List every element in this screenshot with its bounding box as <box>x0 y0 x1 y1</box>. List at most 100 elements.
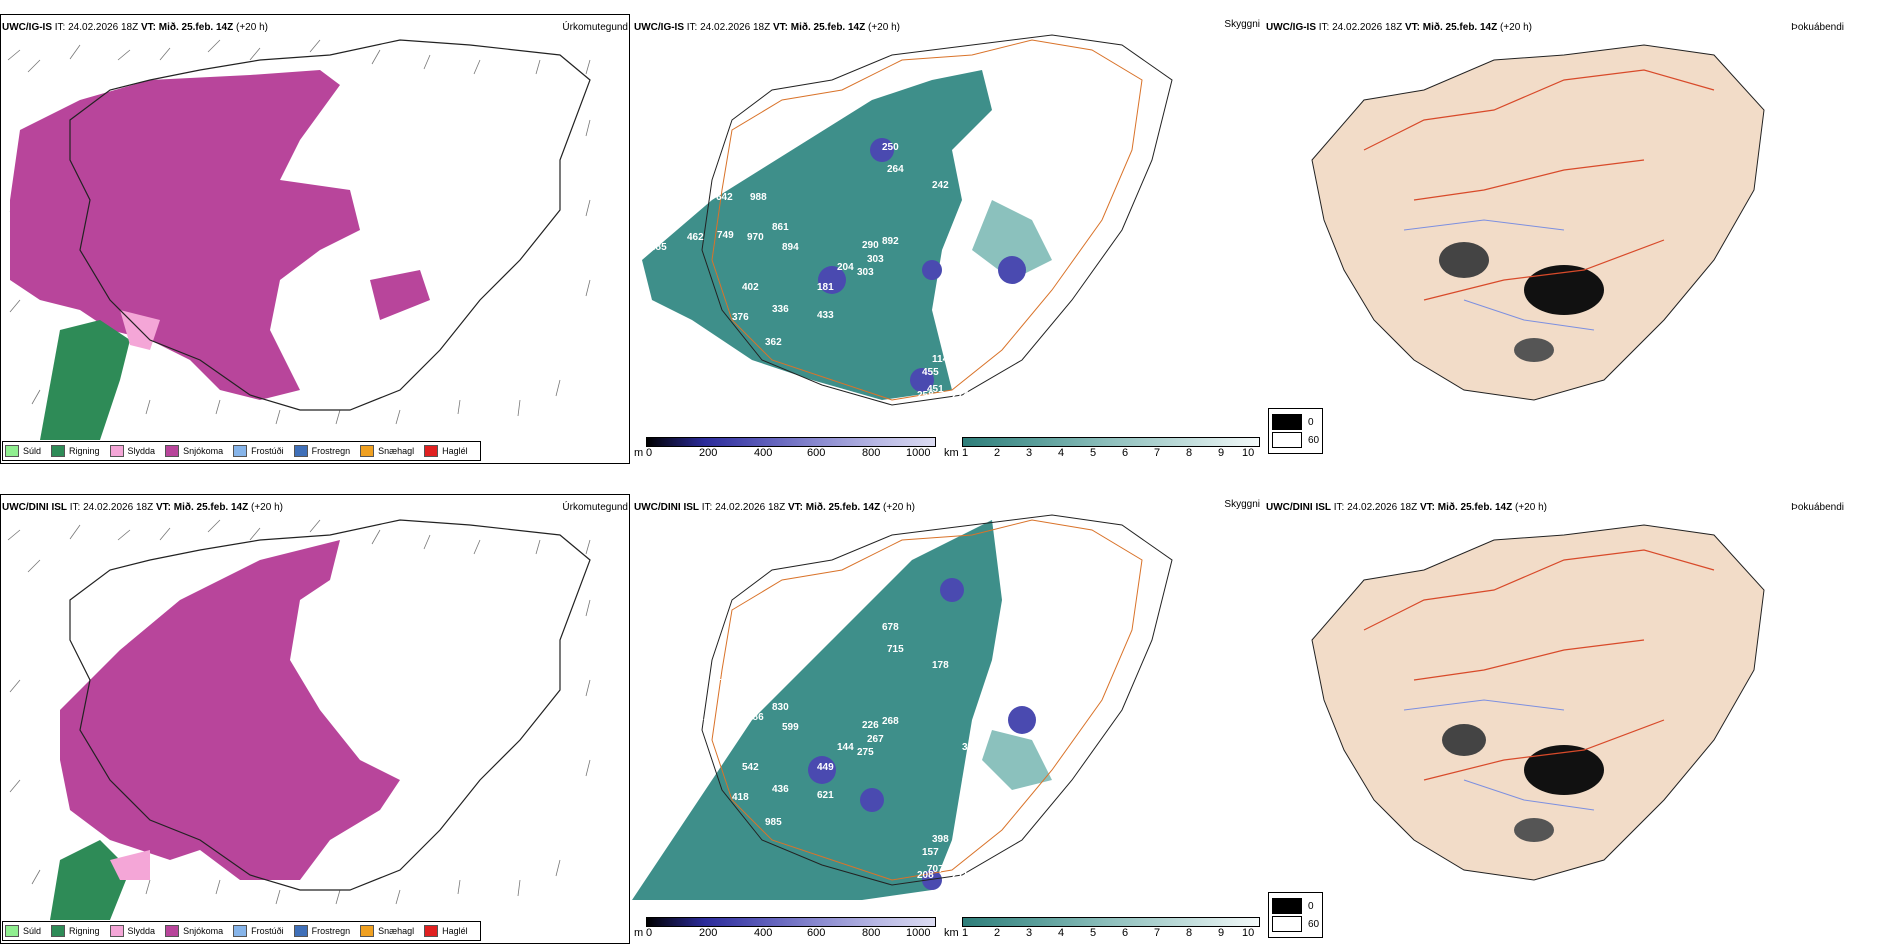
legend-item: Rigning <box>51 445 100 457</box>
cloud-base-label: 436 <box>772 784 789 795</box>
cloud-base-label: 678 <box>882 622 899 633</box>
sleet-area <box>110 850 150 880</box>
cloud-base-label: 164 <box>650 722 667 733</box>
cloud-base-label: 204 <box>837 262 854 273</box>
cloud-panel: 860 642 988 485 462 749 970 861 894 402 336 376 362 1… <box>632 0 1264 465</box>
legend-item: Frostúði <box>233 445 284 457</box>
cloud-base-label: 861 <box>772 222 789 233</box>
iceland-outline <box>701 34 1173 406</box>
fog-legend-item: 60 <box>1272 432 1319 448</box>
fog-legend-item: 0 <box>1272 414 1319 430</box>
cloud-base-label: 339 <box>962 742 979 753</box>
cloud-base-label: 894 <box>782 242 799 253</box>
legend-item: Snæhagl <box>360 445 414 457</box>
legend-item: Frostregn <box>293 445 350 457</box>
fog-patches <box>1439 242 1604 362</box>
rain-area <box>50 840 130 920</box>
cloud-base-label: 181 <box>817 282 834 293</box>
visibility-colorbar: km 1 2 3 4 5 6 7 8 9 10 <box>944 437 1262 459</box>
iceland-outline <box>69 39 591 411</box>
cloud-base-label: 264 <box>887 164 904 175</box>
snow-area <box>10 70 360 400</box>
rivers <box>1403 699 1595 811</box>
panel-title: UWC/DINI ISL IT: 24.02.2026 18Z VT: Mið.… <box>634 502 915 513</box>
panel-title: UWC/IG-IS IT: 24.02.2026 18Z VT: Mið. 25… <box>2 22 268 33</box>
cloud-base-label: 599 <box>782 722 799 733</box>
fog-legend-item: 0 <box>1272 898 1319 914</box>
cloud-base-label: 272 <box>687 712 704 723</box>
cloud-panel-label: Skyggni <box>1224 499 1260 510</box>
legend-item: Haglél <box>424 925 468 937</box>
legend-item: Snjókoma <box>165 925 223 937</box>
cloud-base-label: 988 <box>750 192 767 203</box>
cloud-map: 162 139 800 164 272 330 186 830 599 542 436 418 985 4… <box>632 514 1173 900</box>
cloud-base-label: 226 <box>862 720 879 731</box>
cloud-base-label: 376 <box>732 312 749 323</box>
cloud-base-label: 800 <box>750 672 767 683</box>
cloud-base-label: 402 <box>742 282 759 293</box>
cloud-base-label: 242 <box>932 180 949 191</box>
cloud-base-label: 336 <box>772 304 789 315</box>
cloud-base-label: 274 <box>952 390 969 401</box>
cloud-base-label: 970 <box>747 232 764 243</box>
ptype-map <box>7 519 591 920</box>
ptype-panel: UWC/DINI ISL IT: 24.02.2026 18Z VT: Mið.… <box>0 480 632 945</box>
cloud-base-label: 715 <box>887 644 904 655</box>
cloud-base-label: 114 <box>932 354 949 365</box>
ptype-map <box>7 39 591 440</box>
cloud-patches <box>808 578 1036 890</box>
legend-item: Frostúði <box>233 925 284 937</box>
rain-area <box>40 320 130 440</box>
ptype-panel: UWC/IG-IS IT: 24.02.2026 18Z VT: Mið. 25… <box>0 0 632 465</box>
fog-legend: 0 60 <box>1268 892 1324 938</box>
fog-panel: UWC/IG-IS IT: 24.02.2026 18Z VT: Mið. 25… <box>1264 0 1900 465</box>
wind-barbs <box>7 519 591 905</box>
rivers <box>1403 219 1595 331</box>
cloud-base-label: 258 <box>917 390 934 401</box>
cloud-base-colorbar: m 0 200 400 600 800 1000 <box>634 917 936 939</box>
visibility-area <box>632 520 1002 900</box>
iceland-land <box>1311 524 1765 881</box>
legend-item: Frostregn <box>293 925 350 937</box>
fog-map <box>1311 524 1765 881</box>
ptype-panel-label: Úrkomutegund <box>562 22 628 33</box>
cloud-panel-label: Skyggni <box>1224 19 1260 30</box>
cloud-base-label: 542 <box>742 762 759 773</box>
legend-item: Haglél <box>424 445 468 457</box>
ptype-legend: Súld Rigning Slydda Snjókoma Frostúði Fr… <box>2 921 481 941</box>
row-ig-is: UWC/IG-IS IT: 24.02.2026 18Z VT: Mið. 25… <box>0 0 1900 465</box>
cloud-base-label: 362 <box>765 337 782 348</box>
roads <box>1363 549 1715 781</box>
cloud-base-label: 462 <box>687 232 704 243</box>
cloud-base-label: 749 <box>717 230 734 241</box>
cloud-base-label: 275 <box>857 747 874 758</box>
cloud-base-label: 860 <box>742 157 759 168</box>
cloud-base-label: 757 <box>962 777 979 788</box>
iceland-outline <box>701 514 1173 886</box>
cloud-base-colorbar: m 0 200 400 600 800 1000 <box>634 437 936 459</box>
cloud-base-label: 892 <box>882 236 899 247</box>
cloud-base-label: 398 <box>932 834 949 845</box>
legend-item: Rigning <box>51 925 100 937</box>
fog-panel: UWC/DINI ISL IT: 24.02.2026 18Z VT: Mið.… <box>1264 480 1900 945</box>
cloud-base-label: 250 <box>882 142 899 153</box>
legend-item: Slydda <box>109 925 155 937</box>
legend-item: Slydda <box>109 445 155 457</box>
visibility-colorbar: km 1 2 3 4 5 6 7 8 9 10 <box>944 917 1262 939</box>
visibility-area <box>642 70 992 400</box>
cloud-base-label: 178 <box>932 660 949 671</box>
fog-panel-label: Þokuábendi <box>1791 502 1844 513</box>
snow-area <box>60 540 400 880</box>
panel-title: UWC/DINI ISL IT: 24.02.2026 18Z VT: Mið.… <box>1266 502 1547 513</box>
visibility-area-light <box>982 730 1052 790</box>
panel-title: UWC/DINI ISL IT: 24.02.2026 18Z VT: Mið.… <box>2 502 283 513</box>
roads <box>711 39 1143 401</box>
cloud-base-label: 139 <box>716 672 733 683</box>
cloud-base-label: 144 <box>837 742 854 753</box>
ptype-panel-label: Úrkomutegund <box>562 502 628 513</box>
row-dini-isl: UWC/DINI ISL IT: 24.02.2026 18Z VT: Mið.… <box>0 480 1900 945</box>
snow-area-east <box>370 270 430 320</box>
cloud-base-label: 830 <box>772 702 789 713</box>
cloud-base-label: 186 <box>747 712 764 723</box>
cloud-base-label: 330 <box>717 710 734 721</box>
